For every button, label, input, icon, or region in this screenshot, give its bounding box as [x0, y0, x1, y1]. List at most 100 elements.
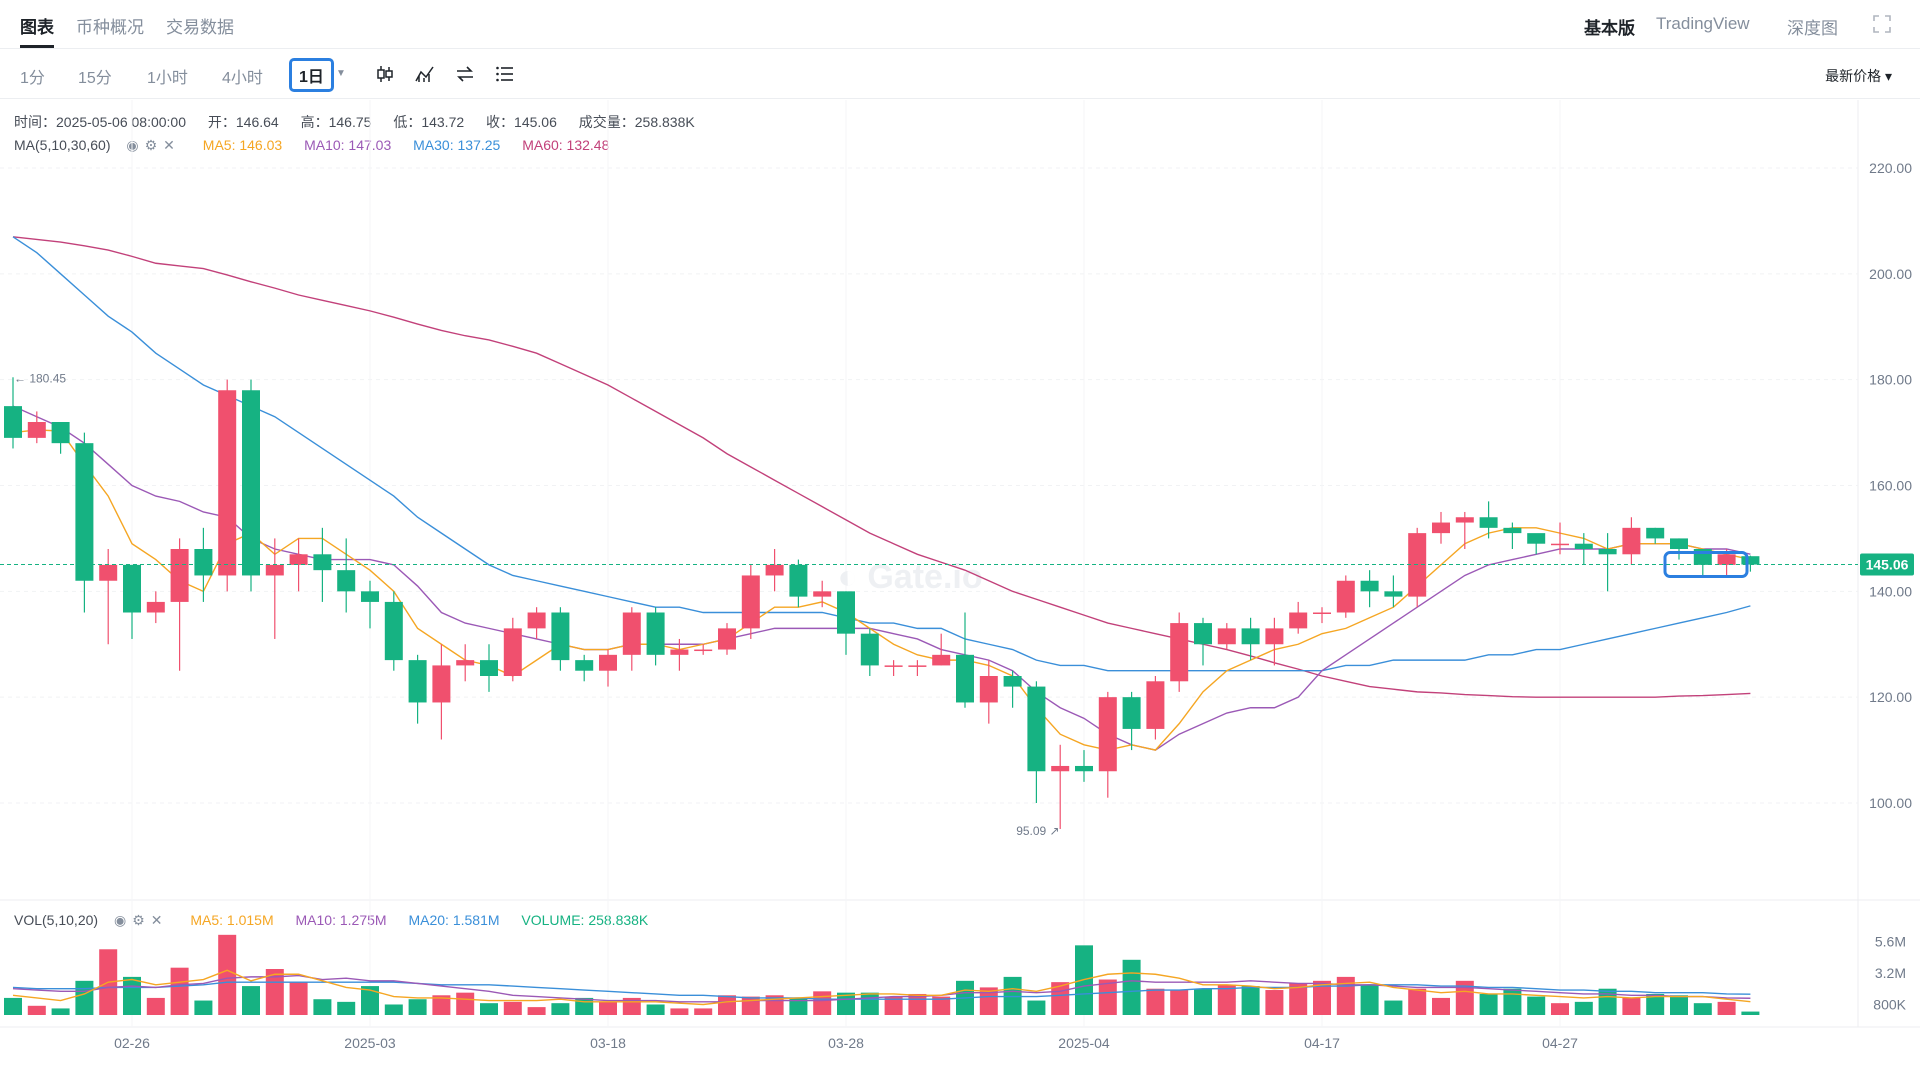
volume-bar [1646, 993, 1665, 1015]
candle-body [1217, 628, 1236, 645]
candle-body [1027, 686, 1046, 772]
vol-settings-icon[interactable]: ⚙ [132, 912, 145, 928]
volume-bar [741, 996, 760, 1015]
time-tick-label: 02-26 [114, 1035, 150, 1051]
candle-body [1075, 765, 1093, 772]
volume-bar [337, 1001, 356, 1015]
volume-bar [551, 1003, 570, 1015]
volume-tick-label: 800K [1873, 996, 1906, 1012]
vol-legend-controls: ◉ ⚙ ✕ [114, 912, 169, 929]
candle-body [1003, 676, 1022, 687]
price-tick-label: 120.00 [1869, 689, 1912, 705]
price-chart[interactable]: 220.00 200.00 180.00 160.00 140.00 120.00 100.… [0, 100, 1920, 1060]
vol-eye-icon[interactable]: ◉ [113, 912, 127, 928]
volume-bar [1241, 986, 1260, 1015]
volume-bar [1574, 1001, 1593, 1015]
candle-body [837, 591, 855, 634]
candle-body [1574, 543, 1593, 549]
fullscreen-icon[interactable] [1872, 14, 1892, 34]
ma10-value: MA10: 147.03 [304, 137, 392, 153]
candle-body [646, 612, 665, 655]
view-tradingview[interactable]: TradingView [1656, 14, 1750, 33]
candle-body [1741, 556, 1760, 565]
volume-bar [1455, 980, 1474, 1015]
candle-body [170, 549, 189, 602]
vol-ma10-value: MA10: 1.275M [295, 912, 387, 928]
volume-bar [1741, 1011, 1760, 1015]
volume-bar [646, 1004, 665, 1015]
volume-bar [1098, 979, 1117, 1015]
candle-body [1598, 549, 1617, 555]
chart-toolbar: 1分 15分 1小时 4小时 1日 ▼ 最新价格 ▾ [0, 50, 1920, 99]
candle-body [218, 390, 237, 576]
volume-bar [670, 1008, 689, 1015]
volume-bar [218, 934, 237, 1015]
close-icon[interactable]: ✕ [163, 137, 175, 153]
candle-body [1670, 538, 1688, 549]
candle-body [242, 390, 260, 576]
interval-1m[interactable]: 1分 [20, 70, 45, 87]
candle-body [1455, 517, 1474, 523]
indicator-icon[interactable] [414, 63, 436, 85]
vol-legend-name: VOL(5,10,20) [14, 912, 99, 928]
ma60-line [12, 236, 1751, 698]
candle-body [1241, 628, 1260, 645]
volume-bar [242, 986, 260, 1015]
volume-bar [1122, 959, 1141, 1015]
tab-coin-overview[interactable]: 币种概况 [76, 18, 144, 37]
candle-body [622, 612, 641, 655]
vol-close-icon[interactable]: ✕ [150, 912, 163, 928]
volume-bar [1146, 988, 1165, 1015]
candle-body [789, 564, 808, 597]
vol-ma5-value: MA5: 1.015M [190, 912, 274, 928]
top-bar: 图表 币种概况 交易数据 基本版 TradingView 深度图 [0, 0, 1920, 49]
vol-legend: VOL(5,10,20) ◉ ⚙ ✕ MA5: 1.015M MA10: 1.275… [14, 912, 666, 929]
volume-bar [408, 999, 427, 1015]
swap-icon[interactable] [454, 63, 476, 85]
tab-trade-data[interactable]: 交易数据 [166, 18, 234, 37]
candle-body [1360, 580, 1379, 592]
price-type-select[interactable]: 最新价格 ▾ [1825, 68, 1892, 84]
volume-tick-label: 3.2M [1875, 965, 1906, 981]
interval-1d[interactable]: 1日 [289, 58, 334, 92]
time-tick-label: 2025-03 [344, 1035, 396, 1051]
candle-body [146, 601, 165, 613]
volume-bar [170, 967, 189, 1015]
ohlc-high: 高：146.75 [300, 114, 372, 130]
candle-body [503, 628, 522, 676]
price-tick-label: 180.00 [1869, 372, 1912, 388]
candle-body [384, 601, 403, 661]
candle-body [1265, 628, 1284, 645]
volume-bar [1384, 1000, 1403, 1015]
candle-body [123, 564, 141, 613]
view-basic[interactable]: 基本版 [1584, 19, 1635, 38]
volume-bar [1551, 1003, 1569, 1015]
vol-ma5-line [12, 969, 1751, 1006]
interval-4h[interactable]: 4小时 [222, 70, 263, 87]
volume-bar [503, 1001, 522, 1015]
candle-body [1646, 527, 1665, 539]
candle-body [1503, 527, 1522, 534]
volume-bar [432, 995, 451, 1015]
list-icon[interactable] [494, 63, 516, 85]
interval-dropdown-icon[interactable]: ▼ [336, 68, 346, 79]
ohlc-time: 时间：2025-05-06 08:00:00 [14, 114, 186, 130]
settings-icon[interactable]: ⚙ [144, 137, 158, 153]
time-tick-label: 04-27 [1542, 1035, 1578, 1051]
volume-bar [289, 982, 308, 1015]
candle-body [1479, 517, 1498, 528]
interval-15m[interactable]: 15分 [78, 70, 112, 87]
candle-body [480, 660, 498, 676]
candle-body [1717, 554, 1736, 565]
candlestick-icon[interactable] [374, 63, 396, 85]
ma30-line [12, 236, 1751, 672]
interval-1h[interactable]: 1小时 [147, 70, 188, 87]
selection-highlight [1663, 551, 1749, 579]
volume-bar [1527, 996, 1546, 1015]
tab-chart[interactable]: 图表 [20, 13, 54, 48]
price-tick-label: 220.00 [1869, 160, 1912, 176]
time-tick-label: 2025-04 [1058, 1035, 1110, 1051]
view-depth[interactable]: 深度图 [1787, 19, 1838, 38]
candle-body [408, 660, 427, 703]
candle-body [860, 633, 879, 666]
